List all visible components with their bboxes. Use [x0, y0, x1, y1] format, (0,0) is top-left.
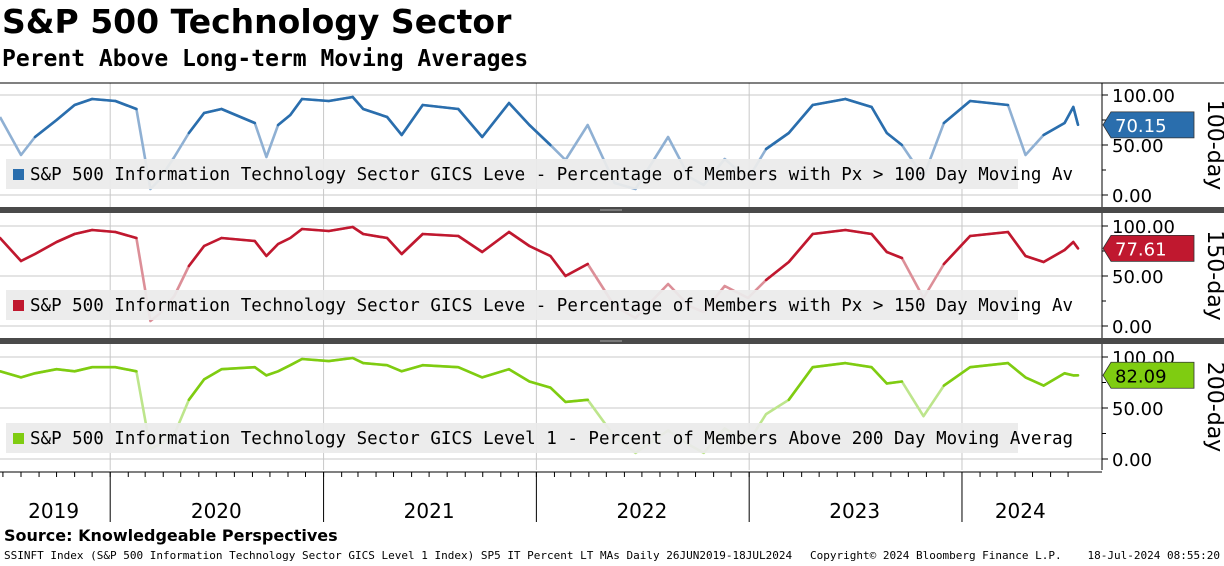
legend-box — [6, 290, 1018, 320]
y-tick-label: 50.00 — [1112, 136, 1164, 157]
y-tick-label: 100.00 — [1112, 86, 1175, 107]
footer-timestamp: 18-Jul-2024 08:55:20 — [1087, 549, 1220, 562]
y-tick-label: 0.00 — [1112, 450, 1152, 471]
footer-index-info: SSINFT Index (S&P 500 Information Techno… — [4, 549, 793, 562]
x-tick-label: 2019 — [28, 499, 79, 523]
panel-side-label: 100-day — [1202, 100, 1224, 190]
last-value-label: 70.15 — [1115, 116, 1167, 137]
y-tick-label: 100.00 — [1112, 217, 1175, 238]
legend-box — [6, 159, 1018, 189]
footer-copyright: Copyright© 2024 Bloomberg Finance L.P. — [810, 549, 1062, 562]
last-value-label: 82.09 — [1115, 366, 1167, 387]
series-line-150-day — [0, 225, 1080, 282]
panel-side-label: 200-day — [1202, 362, 1224, 452]
panel-side-label: 150-day — [1202, 230, 1224, 320]
series-line-200-day — [0, 356, 1080, 404]
chart: S&P 500 Information Technology Sector GI… — [0, 82, 1224, 523]
legend-label: S&P 500 Information Technology Sector GI… — [30, 429, 1073, 449]
x-tick-label: 2021 — [404, 499, 455, 523]
legend-label: S&P 500 Information Technology Sector GI… — [30, 296, 1073, 316]
page-title: S&P 500 Technology Sector — [2, 2, 512, 41]
x-tick-label: 2023 — [829, 499, 880, 523]
x-tick-label: 2024 — [995, 499, 1046, 523]
y-tick-label: 0.00 — [1112, 186, 1152, 207]
legend-swatch — [13, 433, 24, 444]
last-value-tag — [1102, 111, 1195, 139]
legend-label: S&P 500 Information Technology Sector GI… — [30, 165, 1073, 185]
legend-swatch — [13, 169, 24, 180]
page-subtitle: Perent Above Long-term Moving Averages — [2, 46, 529, 72]
y-tick-label: 50.00 — [1112, 267, 1164, 288]
source-note: Source: Knowledgeable Perspectives — [4, 526, 338, 545]
last-value-tag — [1102, 361, 1195, 389]
last-value-label: 77.61 — [1115, 239, 1167, 260]
legend-box — [6, 423, 1018, 453]
series-line-100-day — [33, 95, 1080, 151]
legend-swatch — [13, 300, 24, 311]
y-tick-label: 0.00 — [1112, 317, 1152, 338]
last-value-tag — [1102, 234, 1195, 262]
x-tick-label: 2020 — [191, 499, 242, 523]
y-tick-label: 50.00 — [1112, 399, 1164, 420]
x-tick-label: 2022 — [616, 499, 667, 523]
